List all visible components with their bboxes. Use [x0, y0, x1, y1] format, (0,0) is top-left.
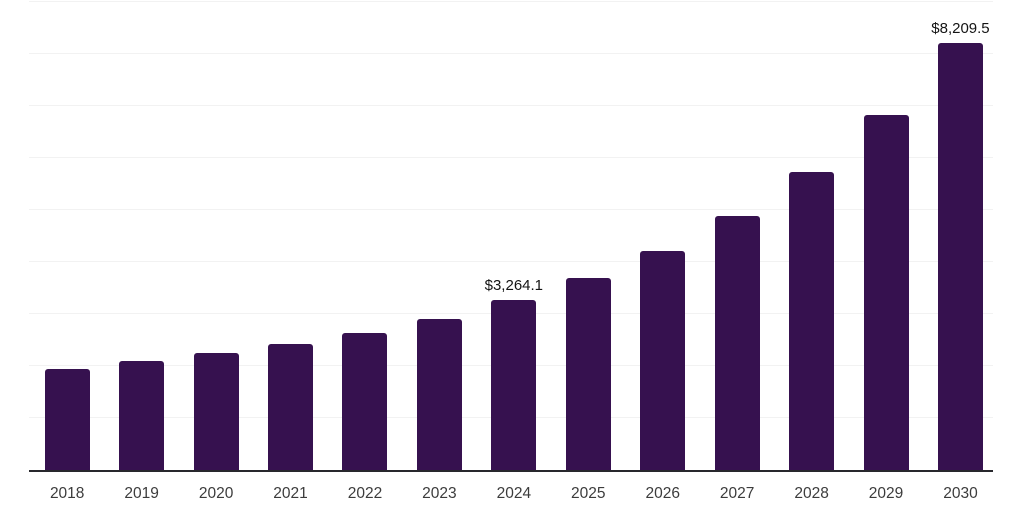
- gridline-4000: [29, 261, 993, 262]
- x-tick-2023: 2023: [422, 485, 457, 502]
- x-tick-2021: 2021: [273, 485, 308, 502]
- x-tick-2020: 2020: [198, 485, 234, 502]
- x-tick-2018: 2018: [49, 485, 85, 502]
- bar-2019: [119, 361, 165, 470]
- bar-2025: [565, 278, 611, 470]
- x-tick-2019: 2019: [124, 485, 159, 502]
- x-tick-2029: 2029: [868, 485, 904, 502]
- gridline-7000: [29, 105, 993, 106]
- bar-2018: [44, 368, 90, 470]
- x-tick-2026: 2026: [645, 485, 680, 502]
- bar-2028: [789, 171, 835, 470]
- gridline-5000: [29, 209, 993, 210]
- bar-2026: [640, 251, 686, 470]
- bar-2021: [268, 343, 314, 470]
- x-tick-2028: 2028: [794, 485, 829, 502]
- gridline-8000: [29, 53, 993, 54]
- data-label-2024: $3,264.1: [484, 277, 544, 295]
- gridline-9000: [29, 1, 993, 2]
- bar-2030: [937, 43, 983, 470]
- bar-2022: [342, 333, 388, 470]
- x-axis-line: [29, 470, 993, 472]
- bar-2027: [714, 216, 760, 470]
- gridline-6000: [29, 157, 993, 158]
- bar-2020: [193, 353, 239, 470]
- bar-2029: [863, 115, 909, 470]
- x-tick-2030: 2030: [943, 485, 978, 502]
- data-label-2030: $8,209.5: [931, 20, 990, 38]
- x-tick-2022: 2022: [347, 485, 383, 502]
- x-tick-2025: 2025: [571, 485, 606, 502]
- x-tick-2024: 2024: [496, 485, 532, 502]
- bar-2024: [491, 300, 537, 470]
- plot-area: $3,264.1 $8,209.5: [29, 1, 993, 472]
- x-tick-2027: 2027: [719, 485, 755, 502]
- bar-2023: [416, 319, 462, 470]
